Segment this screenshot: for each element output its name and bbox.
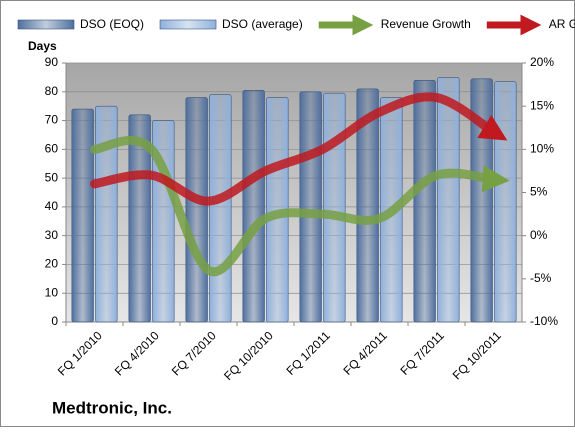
bar bbox=[95, 105, 118, 323]
y-tick-label: 30 bbox=[45, 228, 59, 242]
y-tick-label: 0 bbox=[51, 314, 58, 328]
legend-label: DSO (EOQ) bbox=[80, 17, 144, 31]
bar bbox=[242, 90, 265, 323]
y2-tick-label: 10% bbox=[530, 142, 554, 156]
bar bbox=[71, 108, 94, 323]
y2-tick-label: -10% bbox=[530, 314, 558, 328]
y-tick-label: 70 bbox=[45, 113, 59, 127]
bar bbox=[209, 94, 232, 323]
legend-swatch bbox=[17, 19, 75, 30]
y-tick-label: 50 bbox=[45, 170, 59, 184]
bar bbox=[494, 81, 517, 323]
y2-tick-label: 5% bbox=[530, 185, 548, 199]
y-axis-label: Days bbox=[28, 39, 57, 53]
y2-tick-label: 20% bbox=[530, 55, 554, 69]
bar bbox=[356, 88, 379, 323]
bar bbox=[128, 114, 151, 323]
y-tick-label: 60 bbox=[45, 142, 59, 156]
bar bbox=[437, 77, 460, 323]
growth-line bbox=[90, 92, 508, 206]
y-tick-label: 10 bbox=[45, 285, 59, 299]
legend-label: Revenue Growth bbox=[381, 17, 471, 31]
growth-line bbox=[90, 135, 510, 277]
bar bbox=[413, 79, 436, 323]
y2-tick-label: -5% bbox=[530, 271, 552, 285]
legend-swatch bbox=[159, 19, 217, 30]
legend-label: DSO (average) bbox=[222, 17, 303, 31]
y2-tick-label: 15% bbox=[530, 98, 554, 112]
y-tick-label: 40 bbox=[45, 199, 59, 213]
y-tick-label: 90 bbox=[45, 55, 59, 69]
y-tick-label: 20 bbox=[45, 257, 59, 271]
legend-label: AR Growth bbox=[549, 17, 575, 31]
bar bbox=[299, 91, 322, 323]
y2-tick-label: 0% bbox=[530, 228, 548, 242]
y-tick-label: 80 bbox=[45, 84, 59, 98]
bar bbox=[185, 97, 208, 323]
chart-title: Medtronic, Inc. bbox=[52, 398, 172, 417]
bar bbox=[323, 92, 346, 323]
